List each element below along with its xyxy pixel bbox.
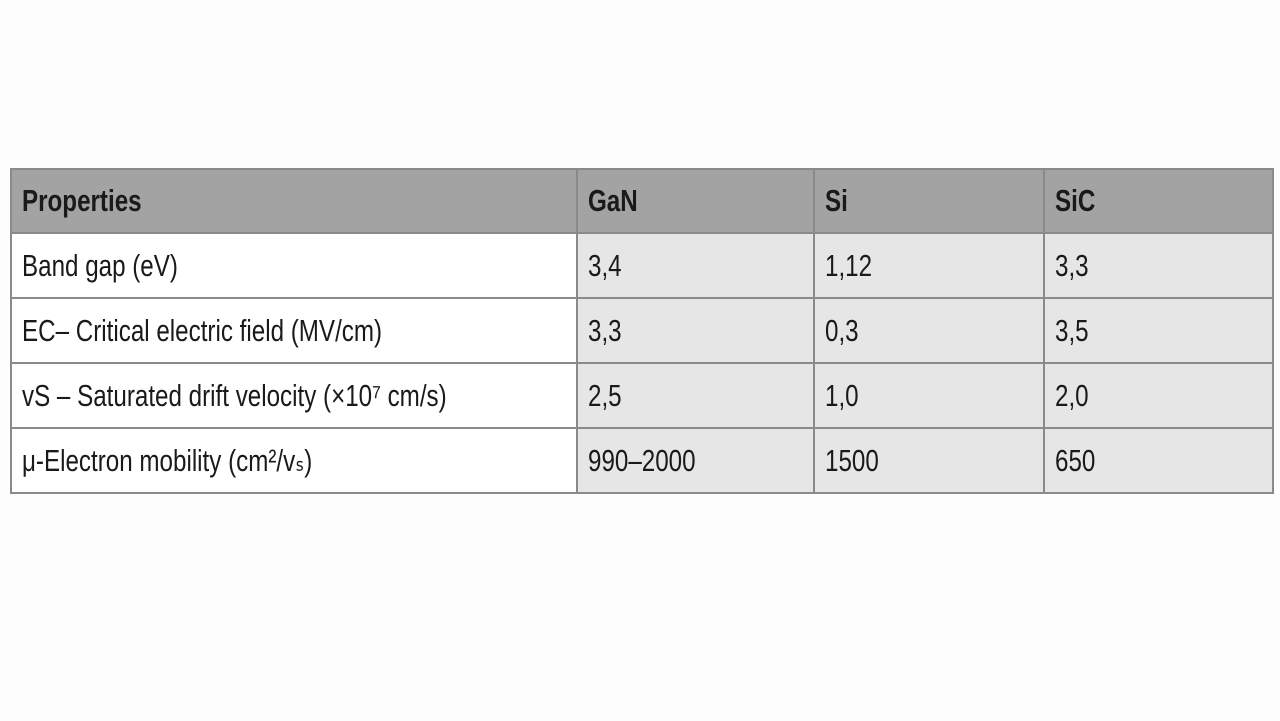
- value-cell: 2,5: [576, 362, 815, 429]
- cell-text: 1,0: [824, 377, 859, 413]
- value-cell: 0,3: [812, 297, 1046, 364]
- header-row: Properties GaN Si SiC: [9, 168, 1274, 234]
- table-body: Band gap (eV) 3,4 1,12 3,3 EC– Critical elec…: [9, 232, 1274, 494]
- row-label: μ-Electron mobility (cm²/vₛ): [9, 427, 579, 494]
- value-cell: 1500: [812, 427, 1046, 494]
- header-cell: GaN: [576, 168, 815, 234]
- value-cell: 3,3: [1043, 232, 1274, 299]
- cell-text: Band gap (eV): [22, 247, 178, 283]
- row-label: EC– Critical electric field (MV/cm): [9, 297, 579, 364]
- table-row: EC– Critical electric field (MV/cm) 3,3 0,…: [9, 297, 1274, 364]
- cell-text: 2,0: [1055, 377, 1089, 413]
- cell-text: 3,3: [588, 312, 623, 348]
- value-cell: 1,12: [812, 232, 1046, 299]
- cell-text: 650: [1055, 442, 1096, 478]
- table-row: Band gap (eV) 3,4 1,12 3,3: [9, 232, 1274, 299]
- row-label: vS – Saturated drift velocity (×10⁷ cm/s…: [9, 362, 579, 429]
- cell-text: Si: [824, 183, 848, 218]
- header-cell: SiC: [1043, 168, 1274, 234]
- cell-text: 1500: [824, 442, 879, 478]
- value-cell: 990–2000: [576, 427, 815, 494]
- cell-text: SiC: [1055, 183, 1096, 218]
- table-header: Properties GaN Si SiC: [9, 168, 1274, 234]
- cell-text: 1,12: [824, 247, 872, 283]
- cell-text: GaN: [588, 183, 639, 218]
- value-cell: 3,3: [576, 297, 815, 364]
- cell-text: 3,5: [1055, 312, 1089, 348]
- cell-text: 990–2000: [588, 442, 697, 478]
- value-cell: 3,5: [1043, 297, 1274, 364]
- row-label: Band gap (eV): [9, 232, 579, 299]
- value-cell: 650: [1043, 427, 1274, 494]
- cell-text: vS – Saturated drift velocity (×10⁷ cm/s…: [22, 377, 447, 413]
- cell-text: Properties: [22, 183, 142, 218]
- table-row: μ-Electron mobility (cm²/vₛ) 990–2000 1500…: [9, 427, 1274, 494]
- cell-text: 3,3: [1055, 247, 1089, 283]
- cell-text: EC– Critical electric field (MV/cm): [22, 312, 383, 348]
- value-cell: 2,0: [1043, 362, 1274, 429]
- header-cell: Properties: [9, 168, 579, 234]
- cell-text: μ-Electron mobility (cm²/vₛ): [22, 442, 313, 478]
- cell-text: 3,4: [588, 247, 623, 283]
- properties-table: Properties GaN Si SiC Band gap (eV) 3,4 1,12 3…: [9, 168, 1274, 494]
- value-cell: 1,0: [812, 362, 1046, 429]
- header-cell: Si: [812, 168, 1046, 234]
- table-row: vS – Saturated drift velocity (×10⁷ cm/s…: [9, 362, 1274, 429]
- value-cell: 3,4: [576, 232, 815, 299]
- cell-text: 2,5: [588, 377, 623, 413]
- cell-text: 0,3: [824, 312, 859, 348]
